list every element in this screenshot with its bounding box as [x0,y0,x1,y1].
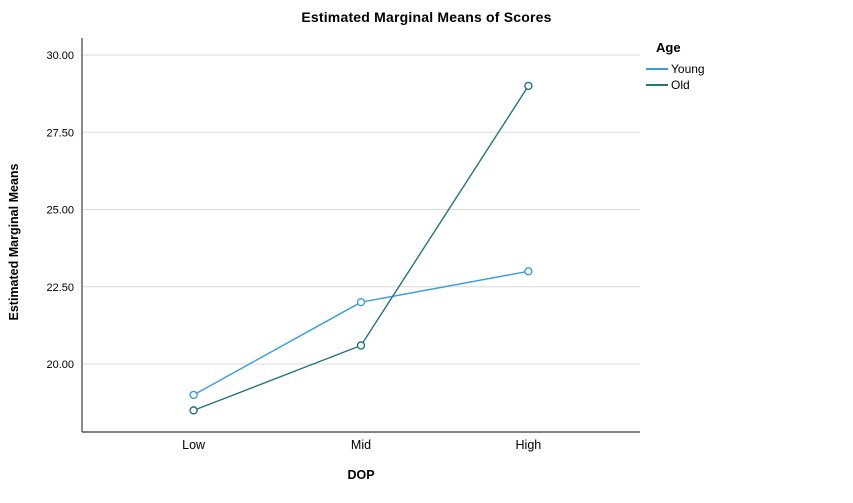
legend-item-label: Old [671,78,690,92]
legend-item-old: Old [646,77,846,93]
data-point-young-high [524,267,533,276]
legend-swatch [646,68,668,70]
x-axis-title: DOP [347,468,375,482]
series-line-young [193,270,529,396]
legend-swatch [646,84,668,86]
chart-title: Estimated Marginal Means of Scores [301,9,552,25]
x-category-label: Low [182,438,206,452]
y-tick-label: 27.50 [46,127,74,139]
y-tick-label: 20.00 [46,359,74,371]
y-tick-label: 22.50 [46,282,74,294]
y-tick-label: 25.00 [46,205,74,217]
legend-item-young: Young [646,61,846,77]
legend-title: Age [656,40,681,55]
data-point-old-low [189,406,198,415]
series-line-old [193,85,529,412]
x-category-label: High [516,438,542,452]
x-category-label: Mid [351,438,371,452]
legend-items: Young Old [646,61,846,93]
data-point-young-low [189,390,198,400]
data-point-young-mid [356,298,366,307]
legend-item-label: Young [671,62,705,76]
y-tick-label: 30.00 [46,50,74,62]
data-point-old-mid [356,341,366,350]
data-point-old-high [524,81,533,91]
legend: Age Young Old [646,40,846,93]
